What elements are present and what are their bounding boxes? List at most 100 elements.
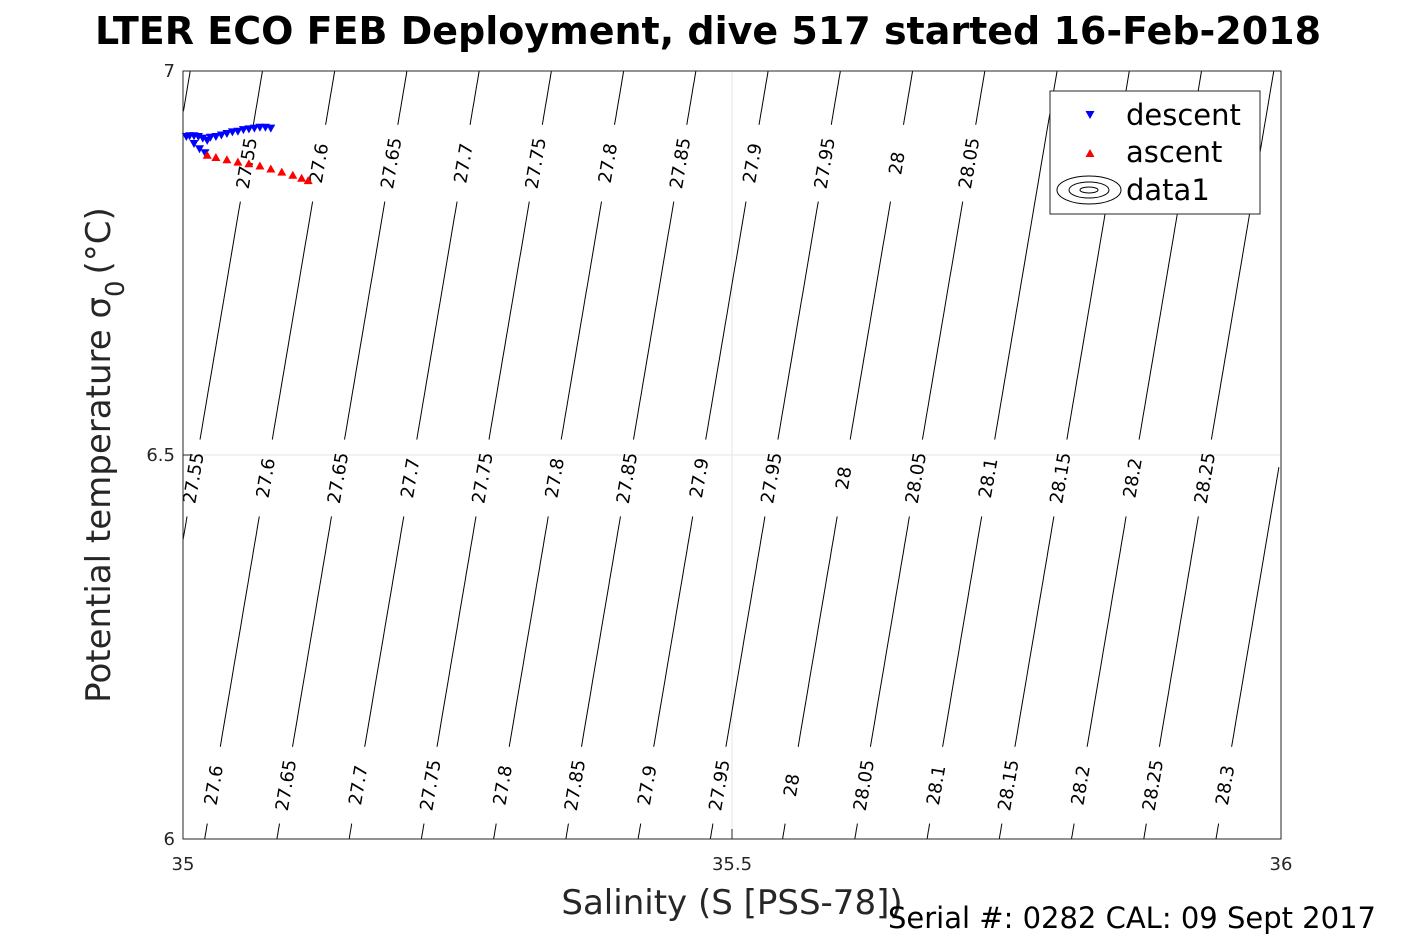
isopycnal-line (276, 823, 280, 840)
isopycnal-line (1158, 585, 1188, 747)
y-tick-label: 7 (164, 61, 175, 82)
descent-marker (195, 145, 204, 154)
ascent-marker (202, 150, 212, 159)
isopycnal-line (325, 70, 336, 125)
isopycnal-line (536, 516, 549, 586)
isopycnal-line (1258, 467, 1280, 586)
y-axis-label-subscript: 0 (101, 280, 131, 297)
y-axis-label-unit: (°C) (79, 207, 119, 274)
legend-contour-icon (1056, 175, 1122, 205)
legend-ascent-marker (1085, 149, 1095, 157)
isopycnal-line (420, 823, 425, 840)
isopycnal-line (463, 516, 477, 586)
isopycnal-line (560, 301, 586, 440)
y-tick-label: 6 (164, 829, 175, 850)
isopycnal-label: 28 (832, 465, 857, 491)
isopycnal-line (975, 70, 986, 125)
isopycnal-line (1086, 585, 1115, 747)
isopycnal-line (797, 585, 826, 747)
isopycnal-line (656, 201, 675, 302)
ascent-marker (288, 170, 298, 179)
isopycnal-line (800, 201, 819, 302)
ascent-marker (297, 173, 307, 182)
isopycnal-line (725, 585, 754, 747)
data-markers (181, 123, 313, 185)
isopycnal-line (1186, 516, 1199, 586)
isopycnal-line (942, 585, 971, 747)
isopycnal-line (1143, 823, 1147, 840)
axis-ticks: 35 35.5 36 6 6.5 7 (146, 61, 1292, 875)
descent-marker (202, 136, 212, 145)
isopycnal-line (994, 301, 1019, 440)
isopycnal-line (1138, 301, 1163, 440)
y-axis-label: Potential temperature σ (79, 297, 119, 703)
legend-descent-label: descent (1126, 98, 1241, 132)
isopycnal-line (709, 823, 714, 840)
isopycnal-line (686, 70, 697, 125)
isopycnal-line (614, 70, 625, 125)
isopycnal-line (926, 823, 931, 840)
isopycnal-line (344, 301, 369, 440)
isopycnal-line (182, 516, 188, 540)
isopycnal-line (223, 201, 241, 302)
isopycnal-line (367, 201, 386, 302)
isopycnal-line (728, 201, 747, 302)
isopycnal-line (869, 585, 899, 747)
isopycnal-line (252, 70, 263, 125)
isopycnal-line (969, 516, 983, 586)
legend-data1-label: data1 (1126, 173, 1210, 207)
isopycnal-line (295, 201, 314, 302)
isopycnal-line (488, 301, 513, 440)
descent-marker (181, 133, 191, 141)
isopycnal-line (219, 585, 249, 747)
ascent-marker (211, 153, 221, 161)
isopycnal-line (945, 201, 964, 302)
isopycnal-line (1113, 516, 1127, 586)
isopycnal-line (825, 516, 838, 586)
legend: descent ascent data1 (1049, 90, 1261, 215)
isopycnal-line (897, 516, 910, 586)
x-tick-label: 36 (1270, 854, 1293, 875)
isopycnal-line (204, 823, 208, 840)
isopycnal-line (565, 823, 569, 840)
isopycnal-line (397, 70, 408, 125)
isopycnal-line (1014, 585, 1043, 747)
ascent-marker (303, 176, 313, 185)
isopycnal-line (777, 301, 802, 440)
y-axis-label-group: Potential temperature σ0 (°C) (79, 207, 131, 703)
y-tick-label: 6.5 (146, 445, 175, 466)
isopycnal-lines (182, 70, 1280, 840)
isopycnal-line (469, 70, 480, 125)
ascent-marker (222, 155, 232, 164)
x-tick-label: 35 (172, 854, 195, 875)
isopycnal-label: 28 (885, 150, 910, 176)
isopycnal-line (653, 585, 682, 747)
legend-descent-marker (1085, 111, 1095, 119)
isopycnal-line (581, 585, 610, 747)
legend-box (1049, 90, 1261, 215)
isopycnal-line (511, 201, 530, 302)
isopycnal-line (493, 823, 497, 840)
isopycnal-line (182, 70, 191, 112)
isopycnal-line (319, 516, 332, 586)
ascent-marker (255, 161, 265, 170)
isopycnal-line (705, 301, 730, 440)
x-axis-label: Salinity (S [PSS-78]) (561, 883, 902, 923)
isopycnal-line (1215, 823, 1220, 840)
isopycnal-line (391, 516, 405, 586)
ascent-marker (244, 159, 254, 168)
isopycnal-line (247, 516, 260, 586)
isopycnal-label: 28 (780, 772, 805, 798)
isopycnal-line (584, 201, 602, 302)
isopycnal-line (849, 301, 875, 440)
legend-ascent-label: ascent (1126, 135, 1222, 169)
isopycnal-line (680, 516, 694, 586)
isopycnal-line (508, 585, 537, 747)
isopycnal-line (416, 301, 441, 440)
isopycnal-line (608, 516, 621, 586)
isopycnal-line (752, 516, 766, 586)
isopycnal-line (364, 585, 393, 747)
isopycnal-line (1066, 301, 1091, 440)
isopycnal-line (633, 301, 658, 440)
